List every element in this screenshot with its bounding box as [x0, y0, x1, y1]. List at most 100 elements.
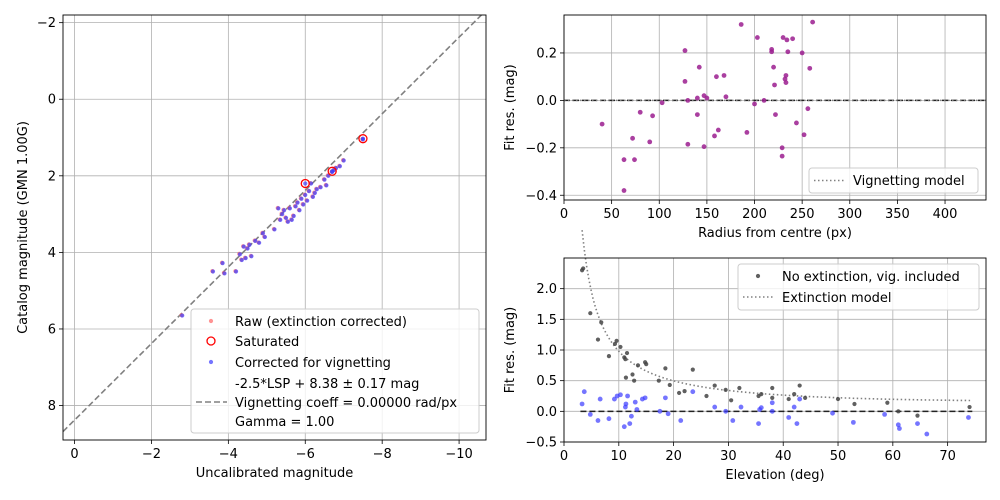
y-tick-label: −2: [37, 16, 56, 31]
x-tick-label: 350: [885, 207, 910, 222]
x-axis-label: Radius from centre (px): [698, 226, 852, 241]
corrected-point: [341, 158, 346, 163]
corrected-point: [272, 227, 277, 232]
residual-point: [599, 121, 605, 127]
corrected-point: [260, 231, 266, 236]
residual-point: [682, 48, 688, 53]
corrected-point: [895, 422, 901, 428]
no-extinction-point: [896, 409, 901, 414]
corrected-point: [280, 211, 285, 217]
corrected-point: [243, 256, 248, 261]
corrected-point: [678, 418, 684, 423]
corrected-point: [180, 313, 185, 318]
x-tick-label: 50: [603, 207, 620, 222]
corrected-point: [850, 419, 856, 425]
residual-point: [650, 113, 655, 119]
corrected-point: [606, 416, 612, 422]
corrected-point: [581, 389, 587, 395]
legend-label: -2.5*LSP + 8.38 ± 0.17 mag: [235, 377, 419, 392]
no-extinction-point: [723, 387, 728, 392]
corrected-point: [657, 408, 663, 414]
fit-line: [63, 15, 483, 433]
corrected-point: [245, 246, 250, 251]
corrected-point: [278, 217, 283, 222]
corrected-point: [642, 395, 648, 401]
no-extinction-point: [635, 363, 641, 368]
residual-point: [805, 106, 811, 112]
corrected-point: [797, 396, 803, 402]
residual-point: [779, 145, 785, 151]
residual-point: [754, 35, 760, 40]
corrected-point: [297, 208, 302, 213]
no-extinction-point: [704, 393, 709, 399]
residual-point: [752, 101, 757, 107]
corrected-point: [312, 190, 317, 196]
no-extinction-point: [967, 404, 972, 410]
no-extinction-point: [759, 392, 764, 397]
no-extinction-point: [792, 392, 797, 397]
corrected-point: [756, 421, 761, 426]
legend-box: [190, 308, 480, 434]
legend-label: Saturated: [235, 335, 299, 350]
corrected-point: [665, 411, 671, 417]
x-tick-label: 300: [837, 207, 862, 222]
y-tick-label: 2.0: [536, 282, 557, 297]
corrected-point: [915, 421, 920, 426]
residual-point: [783, 73, 789, 78]
corrected-point: [738, 404, 744, 410]
no-extinction-point: [852, 401, 857, 407]
saturated-point: [300, 178, 310, 189]
x-tick-label: 250: [790, 207, 815, 222]
no-extinction-point: [786, 396, 791, 402]
x-tick-label: −4: [219, 447, 238, 462]
x-tick-label: 70: [939, 449, 956, 464]
residual-point: [794, 120, 799, 126]
legend-saturated-marker: [206, 336, 216, 346]
plot-content: [63, 15, 483, 433]
residual-point: [810, 19, 816, 25]
y-axis-label: Fit res. (mag): [503, 307, 518, 394]
corrected-point: [627, 421, 633, 426]
corrected-point: [314, 187, 319, 192]
corrected-point: [690, 389, 696, 395]
axes-frame: [563, 257, 987, 443]
no-extinction-point: [656, 378, 661, 383]
corrected-point: [301, 202, 306, 207]
corrected-point: [283, 215, 289, 221]
residual-point: [773, 112, 778, 118]
y-tick-label: 1.0: [536, 344, 557, 359]
no-extinction-point: [612, 341, 618, 346]
corrected-point: [318, 185, 323, 190]
no-extinction-point: [630, 372, 635, 377]
residual-point: [715, 127, 721, 133]
corrected-point: [293, 204, 298, 209]
no-extinction-point: [632, 378, 637, 383]
no-extinction-point: [624, 350, 630, 356]
corrected-point: [595, 418, 601, 423]
corrected-point: [786, 415, 792, 420]
legend: Vignetting model: [808, 167, 979, 194]
corrected-point: [360, 136, 366, 141]
residual-point: [630, 135, 635, 141]
residual-point: [771, 64, 776, 70]
no-extinction-point: [770, 395, 775, 400]
residual-point: [714, 74, 719, 80]
residual-point: [694, 95, 700, 101]
corrected-point: [966, 415, 971, 420]
legend-label: Extinction model: [782, 291, 892, 306]
residual-point: [685, 141, 691, 147]
y-tick-label: 0.5: [536, 374, 557, 389]
residual-point: [779, 153, 785, 159]
corrected-point: [723, 408, 729, 414]
x-tick-label: 0: [560, 449, 568, 464]
corrected-point: [830, 410, 835, 416]
corrected-point: [322, 177, 327, 182]
y-tick-label: 4: [48, 246, 56, 261]
axes-frame: [563, 14, 987, 201]
legend-no-extinction-marker: [755, 273, 761, 279]
saturated-point: [327, 166, 337, 176]
x-tick-label: 0: [70, 447, 78, 462]
x-tick-label: 200: [742, 207, 767, 222]
residual-point: [761, 97, 767, 103]
corrected-point: [333, 166, 339, 171]
